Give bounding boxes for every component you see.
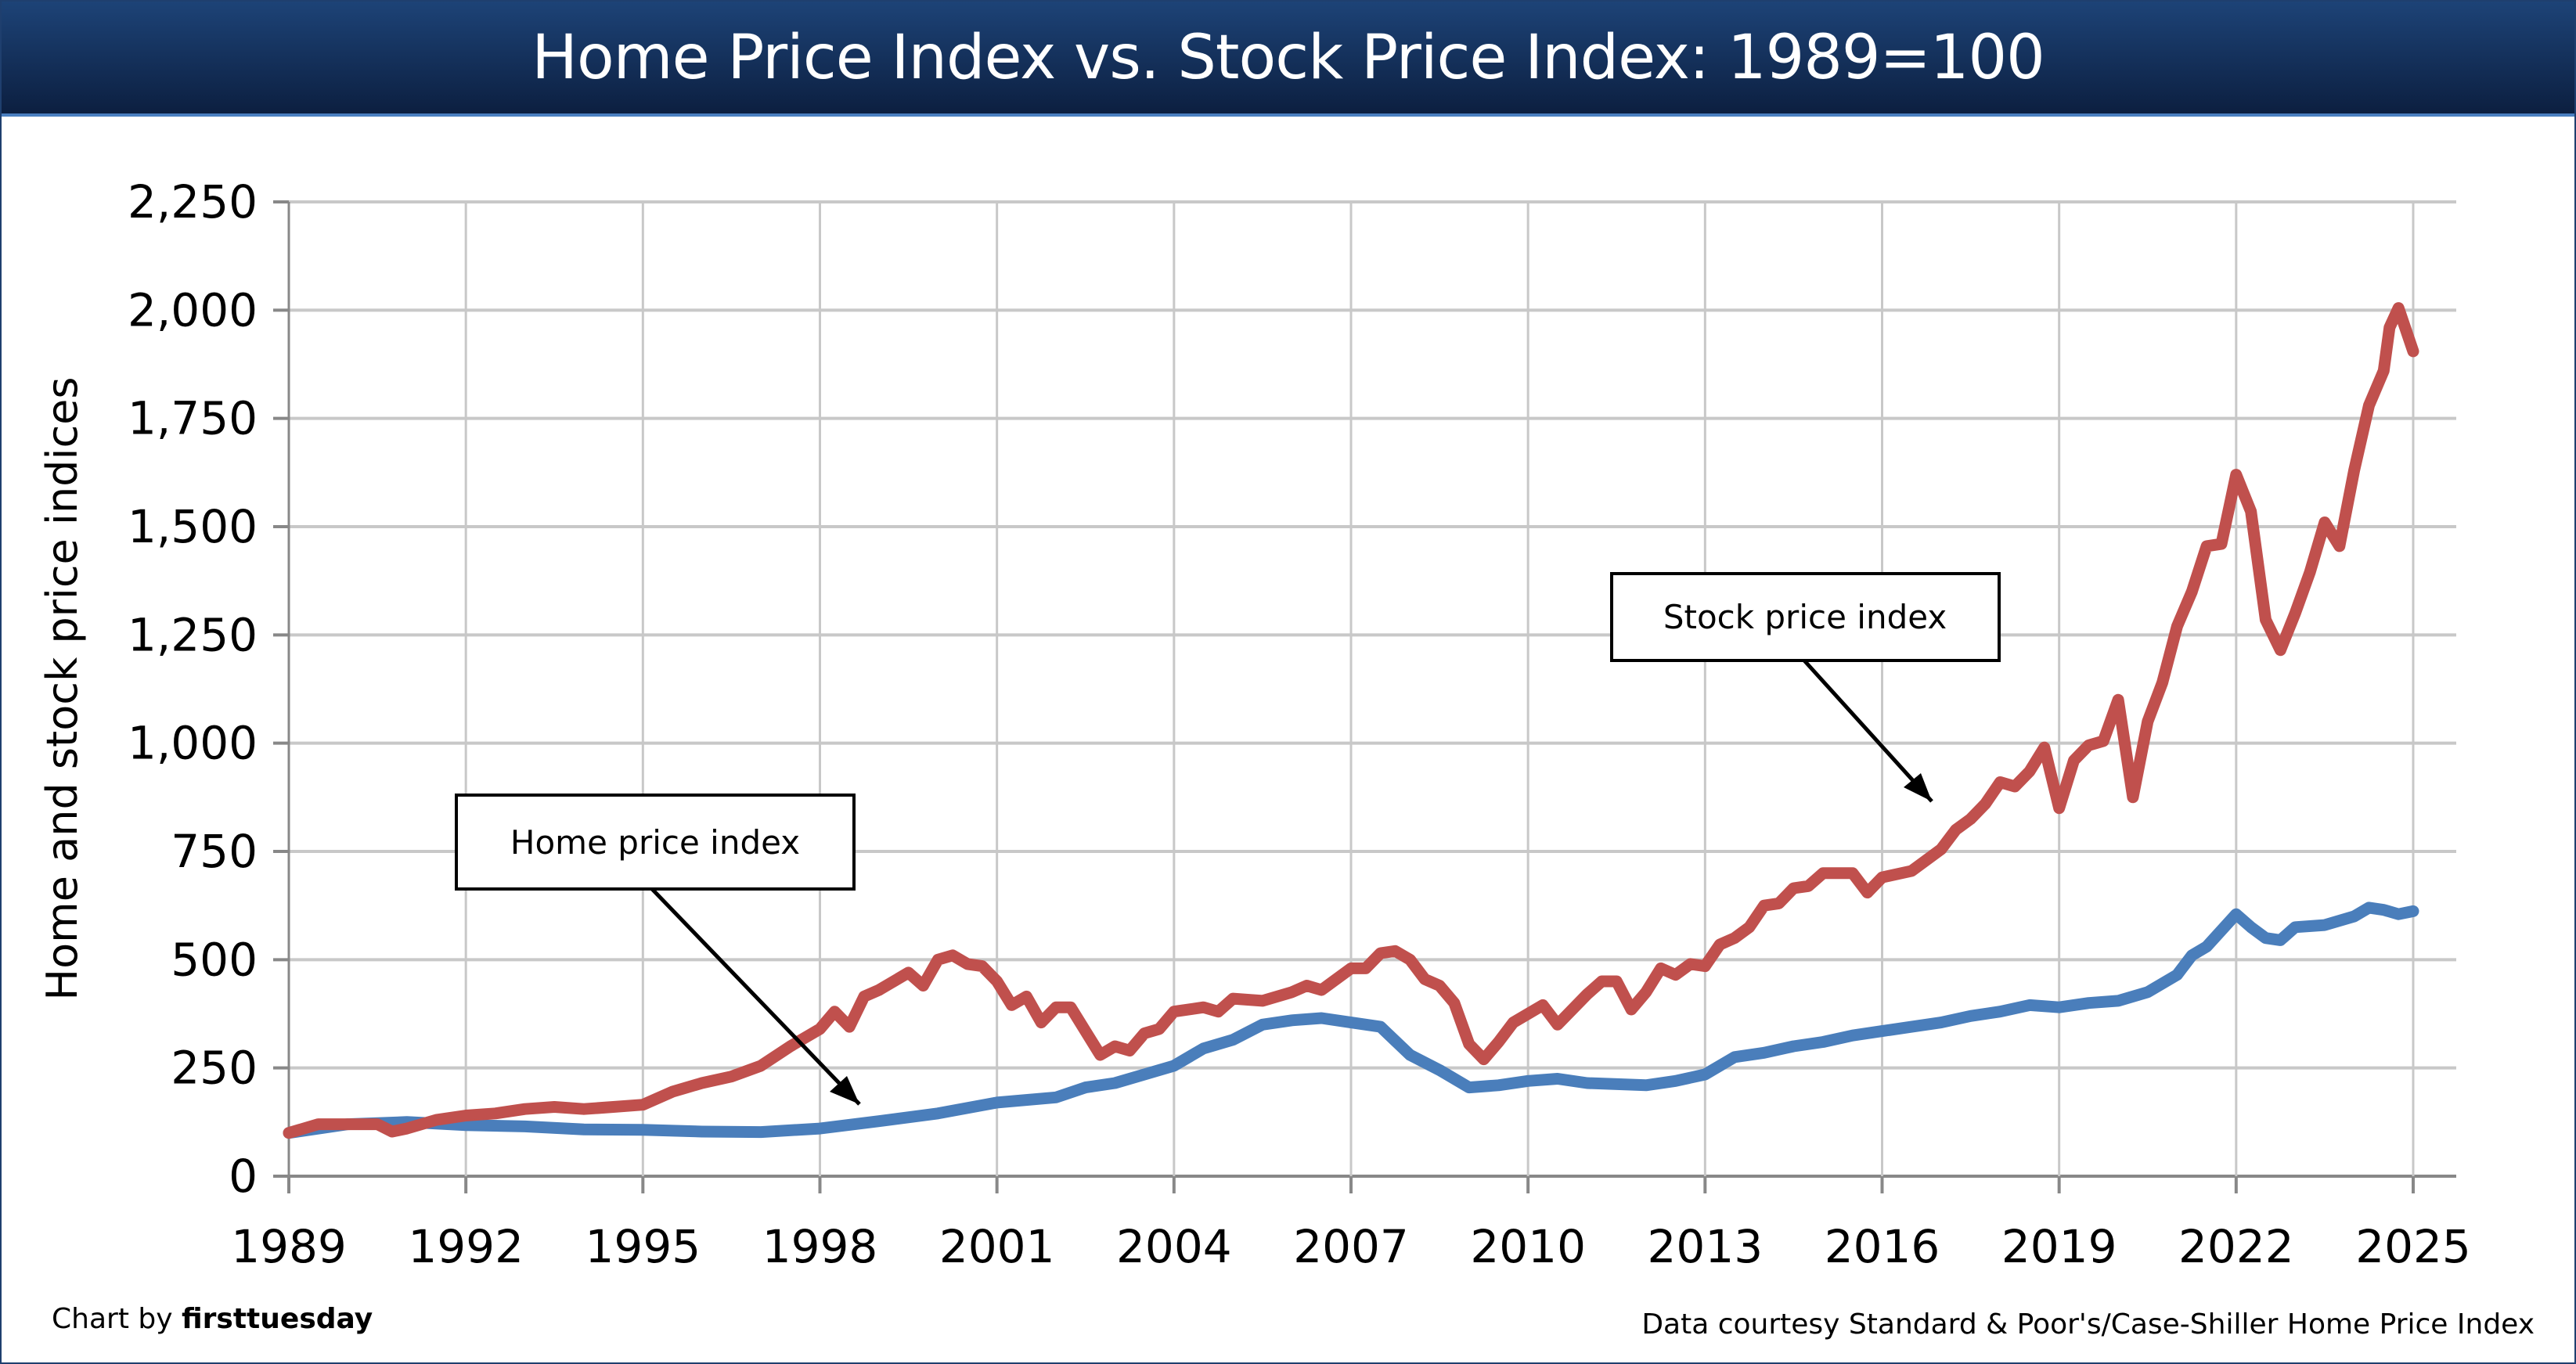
x-tick-label: 2004 — [1116, 1220, 1232, 1273]
annotation-home: Home price index — [455, 794, 861, 1106]
x-tick-label: 1995 — [585, 1220, 701, 1273]
annotation-arrow-stock — [1803, 659, 1933, 803]
x-tick-label: 2010 — [1470, 1220, 1586, 1273]
x-tick-label: 1998 — [762, 1220, 878, 1273]
y-tick-label: 1,500 — [128, 500, 258, 553]
y-tick-label: 0 — [229, 1150, 258, 1203]
y-tick-label: 1,000 — [128, 717, 258, 770]
x-tick-label: 2016 — [1825, 1220, 1940, 1273]
annotation-box-stock — [1610, 572, 2001, 662]
chart-title: Home Price Index vs. Stock Price Index: … — [531, 22, 2045, 93]
annotation-label-home: Home price index — [510, 823, 800, 862]
x-tick-label: 2007 — [1293, 1220, 1409, 1273]
title-bar: Home Price Index vs. Stock Price Index: … — [2, 2, 2574, 117]
home-price-line — [283, 902, 2419, 1139]
arrowhead-icon — [1904, 773, 1932, 801]
x-tick-label: 1992 — [408, 1220, 524, 1273]
y-tick-label: 500 — [171, 933, 258, 986]
y-tick-label: 2,000 — [128, 283, 258, 337]
y-tick-label: 2,250 — [128, 175, 258, 229]
x-tick-label: 2019 — [2001, 1220, 2117, 1273]
credit-prefix: Chart by — [52, 1303, 182, 1335]
x-tick-label: 2001 — [939, 1220, 1055, 1273]
credit-brand-logo: firsttuesday — [182, 1303, 373, 1335]
x-tick-label: 2022 — [2178, 1220, 2294, 1273]
annotation-stock: Stock price index — [1610, 572, 2001, 803]
axes: 0 250 500 750 1,000 1,250 1,500 1,750 2,000 2,250… — [128, 175, 2471, 1273]
y-axis-label: Home and stock price indices — [38, 377, 87, 1001]
chart-credit: Chart by firsttuesday — [52, 1303, 373, 1335]
arrowhead-icon — [830, 1076, 859, 1104]
stock-price-line — [283, 302, 2419, 1139]
x-tick-label: 1989 — [231, 1220, 347, 1273]
y-tick-label: 1,750 — [128, 392, 258, 445]
y-tick-label: 250 — [171, 1042, 258, 1095]
x-tick-label: 2025 — [2355, 1220, 2471, 1273]
y-tick-label: 1,250 — [128, 608, 258, 661]
series-lines — [283, 302, 2419, 1139]
y-tick-label: 750 — [171, 825, 258, 878]
data-source: Data courtesy Standard & Poor's/Case-Shi… — [1641, 1308, 2535, 1341]
annotation-label-stock: Stock price index — [1663, 598, 1947, 636]
x-tick-label: 2013 — [1648, 1220, 1764, 1273]
annotation-arrow-home — [650, 887, 861, 1106]
annotation-box-home — [455, 794, 856, 891]
